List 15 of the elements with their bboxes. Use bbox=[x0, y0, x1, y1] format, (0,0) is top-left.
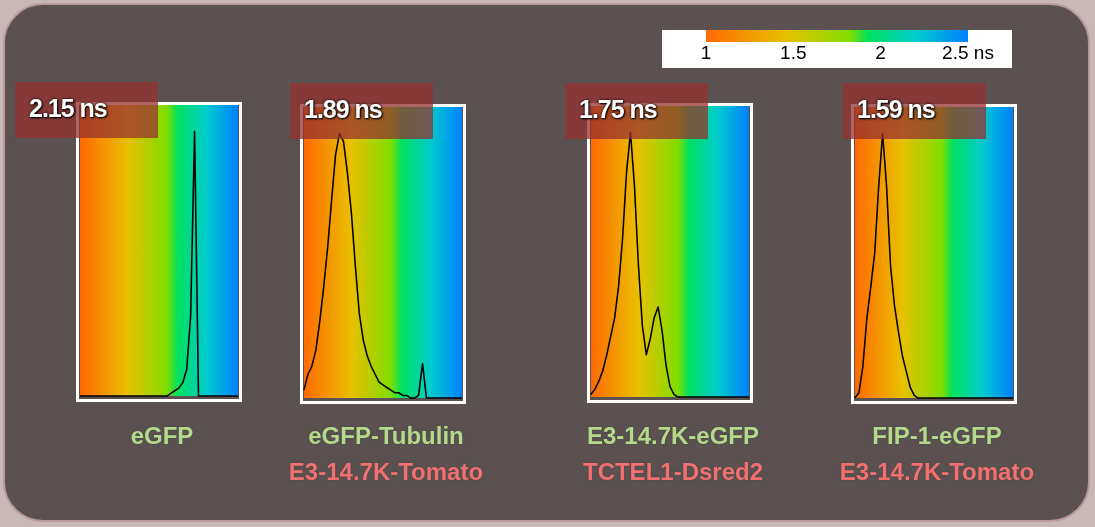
color-bar-label: 2.5 ns bbox=[942, 42, 994, 64]
text: E3-14.7K-Tomato bbox=[838, 458, 1036, 486]
text: 1.89 ns bbox=[290, 83, 433, 139]
color-bar-label: 2 bbox=[875, 42, 886, 64]
text: 2.15 ns bbox=[15, 82, 158, 138]
text: E3-14.7K-Tomato bbox=[287, 458, 485, 486]
text: E3-14.7K-eGFP bbox=[585, 422, 761, 450]
color-bar-label: 1.5 bbox=[780, 42, 807, 64]
text: eGFP bbox=[130, 422, 194, 449]
text: TCTEL1-Dsred2 bbox=[581, 458, 764, 486]
text: 1.59 ns bbox=[843, 83, 986, 139]
text: FIP-1-eGFP bbox=[871, 422, 1003, 450]
text: eGFP-Tubulin bbox=[307, 422, 465, 450]
color-bar-label: 1 bbox=[700, 42, 712, 64]
text: 1.75 ns bbox=[565, 83, 708, 139]
